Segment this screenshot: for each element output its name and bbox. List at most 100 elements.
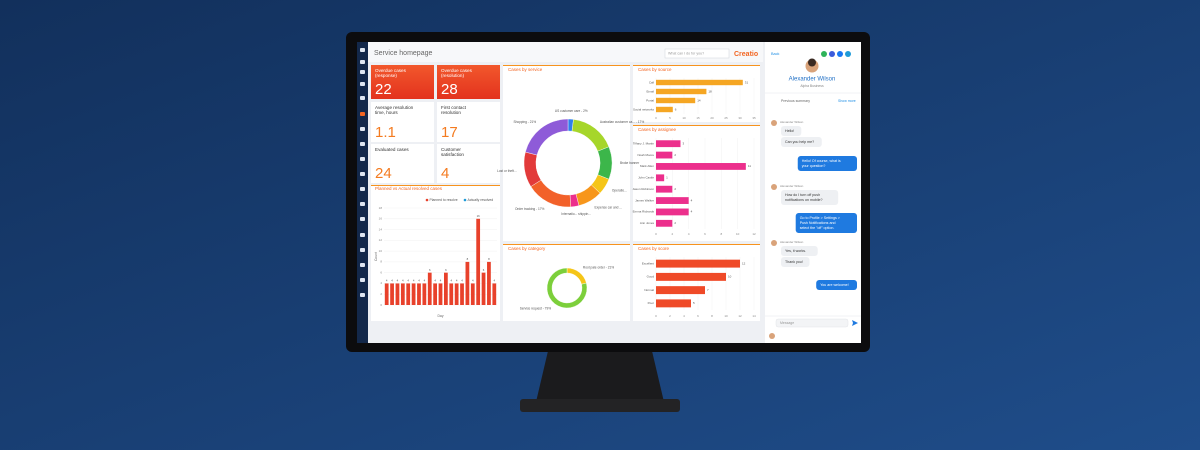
y-tick-label: Good (647, 275, 655, 279)
sidebar-icon[interactable] (360, 127, 365, 131)
chart-title: Cases by category (508, 246, 546, 251)
y-tick-label: 4 (380, 281, 382, 285)
sidebar-icon[interactable] (360, 96, 365, 100)
kpi-value: 4 (441, 165, 449, 182)
panel-accent (503, 244, 630, 245)
donut-label: Operatio... (612, 189, 627, 193)
panel-accent (371, 185, 500, 186)
data-label: 4 (407, 279, 409, 283)
agent-avatar (769, 333, 775, 339)
sidebar-icon[interactable] (360, 48, 365, 52)
channel-icon[interactable] (829, 51, 835, 57)
x-tick-label: 5 (669, 116, 671, 120)
bar (390, 283, 394, 305)
data-label: 4 (461, 279, 463, 283)
donut-label: Australian customer ca... - 17% (600, 120, 644, 124)
message-bubble (781, 126, 802, 136)
donut-label: Shopping - 21% (513, 120, 536, 124)
monitor-neck (536, 351, 664, 402)
x-tick-label: 6 (697, 314, 699, 318)
data-label: 4 (440, 279, 442, 283)
data-label: 4 (418, 279, 420, 283)
x-tick-label: 2 (669, 314, 671, 318)
y-tick-label: 8 (380, 260, 382, 264)
channel-icon[interactable] (837, 51, 843, 57)
x-tick-label: 15 (696, 116, 700, 120)
donut-segment (597, 146, 613, 180)
sidebar-icon[interactable] (360, 217, 365, 221)
kpi-tile (437, 65, 500, 99)
message-sender: Alexander Wilson (780, 240, 804, 244)
contact-company: Alpha Business (800, 84, 824, 88)
sidebar-icon[interactable] (360, 293, 365, 297)
sidebar-icon[interactable] (360, 278, 365, 282)
y-tick-label: 2 (380, 292, 382, 296)
donut-label: Broke banner (620, 161, 640, 165)
data-label: 4 (413, 279, 415, 283)
panel-accent (633, 244, 760, 245)
data-label: 4 (397, 279, 399, 283)
y-tick-label: James Walker (635, 198, 654, 202)
header-bar (368, 42, 763, 62)
back-link[interactable]: Back (771, 52, 780, 56)
data-label: 6 (429, 268, 431, 272)
panel (633, 244, 760, 321)
x-tick-label: 6 (704, 232, 706, 236)
sidebar-icon[interactable] (360, 233, 365, 237)
data-label: 18 (708, 89, 712, 93)
sidebar-icon[interactable] (360, 248, 365, 252)
search-box[interactable] (664, 48, 730, 59)
sidebar-icon[interactable] (360, 112, 365, 116)
bar (656, 208, 689, 216)
kpi-label: Overdue cases (response) (375, 68, 407, 78)
bar (476, 218, 481, 305)
show-more[interactable]: Show more (838, 99, 856, 103)
message-bubble (781, 190, 839, 205)
sidebar-icon[interactable] (360, 172, 365, 176)
message-bubble (781, 257, 810, 267)
data-label: 12 (742, 261, 746, 265)
bar (481, 272, 486, 305)
donut-segment (525, 118, 569, 156)
message-input[interactable] (775, 318, 849, 328)
kpi-value: 17 (441, 124, 458, 141)
send-button[interactable] (852, 320, 858, 326)
sidebar-icon[interactable] (360, 263, 365, 267)
channel-icon[interactable] (845, 51, 851, 57)
sidebar-icon[interactable] (360, 202, 365, 206)
data-label: 31 (745, 80, 749, 84)
x-tick-label: 0 (655, 314, 657, 318)
data-label: 4 (386, 279, 388, 283)
bar (470, 283, 475, 305)
channel-icon[interactable] (821, 51, 827, 57)
data-label: 8 (467, 257, 469, 261)
chart-title: Cases by service (508, 67, 543, 72)
bar (438, 283, 443, 305)
bar (384, 283, 389, 305)
message-sender: Alexander Wilson (780, 120, 804, 124)
x-tick-label: 2 (671, 232, 673, 236)
bar (656, 106, 673, 113)
bar (406, 283, 411, 305)
kpi-label: Average resolution time, hours (375, 105, 414, 115)
bar (454, 283, 459, 305)
bar (433, 283, 438, 305)
data-label: 4 (391, 279, 393, 283)
sidebar-icon[interactable] (360, 157, 365, 161)
message-sender: Alexander Wilson (780, 184, 804, 188)
kpi-tile (371, 102, 434, 142)
x-tick-label: 20 (710, 116, 714, 120)
sidebar-icon[interactable] (360, 60, 365, 64)
kpi-value: 28 (441, 81, 458, 98)
chart-title: Cases by assignee (638, 127, 677, 132)
sidebar-icon[interactable] (360, 70, 365, 74)
sidebar-icon[interactable] (360, 82, 365, 86)
legend-swatch (463, 198, 467, 202)
sidebar-icon[interactable] (360, 142, 365, 146)
message-avatar (771, 240, 777, 246)
bar (395, 283, 400, 305)
bar (465, 261, 470, 305)
legend-label: Actually resolved (468, 198, 494, 202)
sidebar-icon[interactable] (360, 187, 365, 191)
y-tick-label: Mark Allen (640, 164, 654, 168)
